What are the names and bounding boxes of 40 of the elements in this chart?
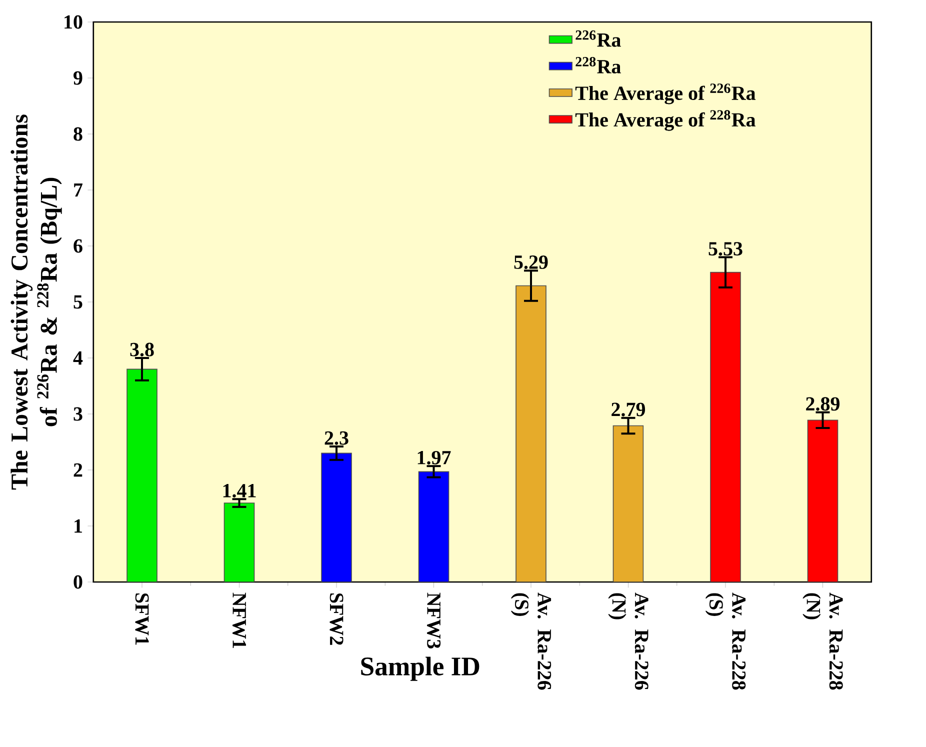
legend-label: $^{226}$Ra	[576, 30, 621, 47]
bar	[224, 502, 255, 582]
y-tick-label: 10	[64, 15, 82, 29]
legend-label: The Average of $^{228}$Ra	[575, 110, 756, 131]
data-label: 5.29	[514, 256, 548, 270]
x-tick-label: SFW1	[135, 593, 149, 645]
y-tick-label: 8	[74, 127, 82, 141]
x-tick-label: SFW2	[330, 593, 344, 645]
x-tick-label: Av. Ra-228 (N)	[802, 592, 843, 690]
bar	[612, 425, 644, 582]
bar	[807, 420, 838, 582]
x-tick-label: NFW1	[232, 592, 246, 648]
x-tick-label: Av. Ra-228 (S)	[705, 592, 746, 690]
data-label: 2.89	[806, 397, 840, 411]
data-label: 2.79	[612, 402, 646, 416]
bar	[126, 368, 158, 582]
data-label: 5.53	[708, 242, 742, 256]
bar	[710, 272, 741, 582]
legend-label: The Average of $^{226}$Ra	[575, 84, 756, 104]
y-tick-label: 2	[74, 463, 82, 477]
y-tick-label: 7	[74, 183, 82, 197]
y-tick-label: 6	[74, 239, 82, 253]
bar	[418, 471, 450, 582]
y-tick-label: 0	[74, 575, 82, 589]
legend-label: $^{228}$Ra	[576, 56, 621, 74]
y-tick-label: 1	[74, 519, 82, 533]
data-label: 3.8	[130, 342, 154, 356]
data-label: 1.97	[418, 450, 451, 464]
y-tick-label: 9	[74, 71, 82, 85]
x-tick-label: Av. Ra-226 (N)	[608, 592, 648, 690]
y-tick-label: 4	[73, 351, 83, 365]
x-tick-label: NFW3	[426, 592, 441, 648]
data-label: 2.3	[324, 431, 348, 445]
bar	[321, 452, 352, 582]
bar	[516, 285, 546, 582]
data-label: 1.41	[223, 484, 256, 498]
y-tick-label: 5	[74, 295, 82, 309]
y-tick-label: 3	[74, 407, 82, 421]
x-tick-label: Av. Ra-226 (S)	[510, 592, 552, 690]
x-axis-title: Sample ID	[361, 656, 480, 681]
